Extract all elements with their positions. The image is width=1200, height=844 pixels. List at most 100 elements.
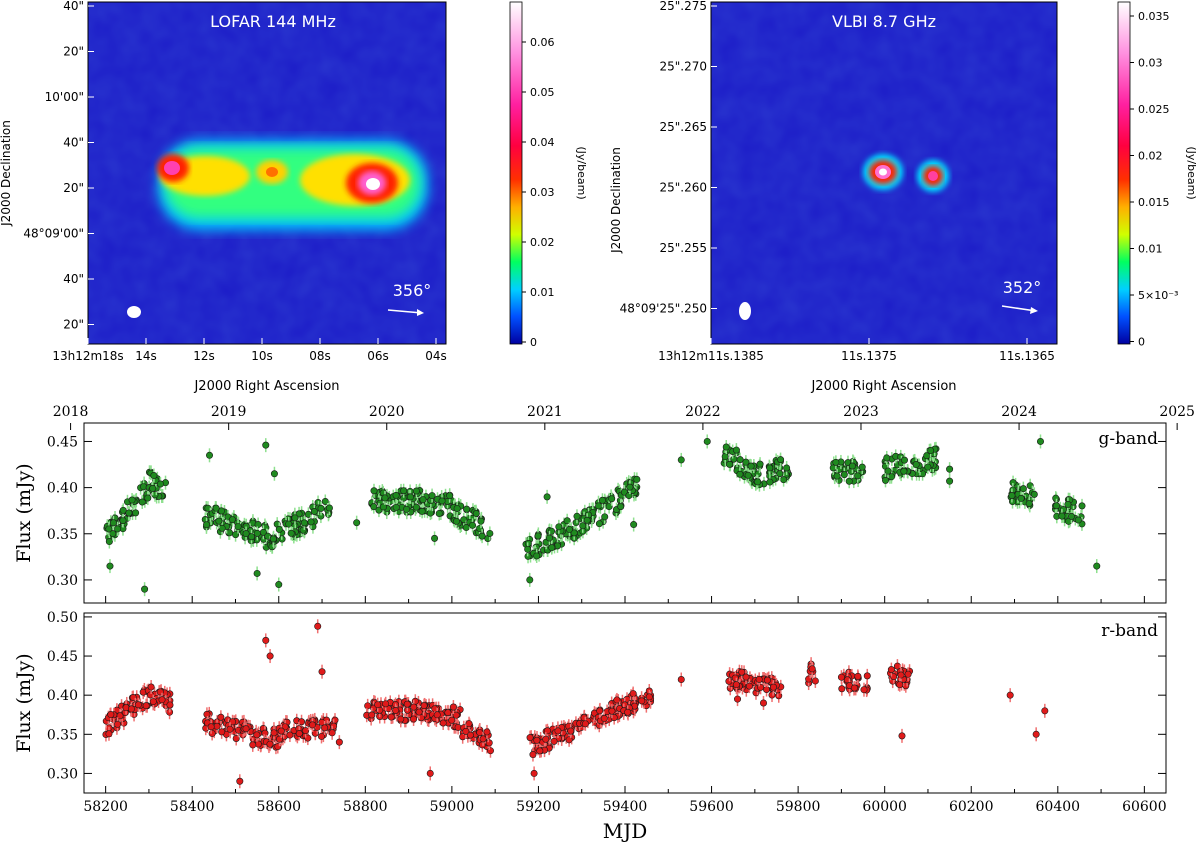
ytick-label: 0.45 bbox=[47, 649, 78, 665]
data-point bbox=[275, 581, 283, 589]
data-point bbox=[542, 735, 550, 743]
data-point bbox=[368, 711, 376, 719]
data-point bbox=[410, 715, 418, 723]
cbar-tick-label: 0 bbox=[530, 336, 537, 349]
data-point bbox=[379, 503, 387, 511]
cbar-tick-label: 0.02 bbox=[530, 236, 555, 249]
xtick-label: 58800 bbox=[343, 799, 388, 815]
data-point bbox=[418, 507, 426, 515]
cbar-tick-label: 0.01 bbox=[530, 286, 555, 299]
lofar-position-angle: 356° bbox=[393, 281, 432, 300]
cbar-tick-label: 0.05 bbox=[530, 86, 555, 99]
data-point bbox=[763, 686, 771, 694]
data-point bbox=[1030, 490, 1038, 498]
data-point bbox=[321, 724, 329, 732]
year-tick-label: 2023 bbox=[843, 404, 879, 420]
data-point bbox=[109, 519, 117, 527]
data-point bbox=[526, 576, 534, 584]
data-point bbox=[113, 525, 121, 533]
data-point bbox=[579, 522, 587, 530]
data-point bbox=[254, 521, 262, 529]
lofar-map-panel: 356° LOFAR 144 MHz 40" 20" 10'00" 40" 20" 48°… bbox=[0, 0, 588, 394]
data-point bbox=[545, 534, 553, 542]
data-point bbox=[533, 552, 541, 560]
vlbi-ylabel: J2000 Declination bbox=[609, 147, 623, 254]
data-point bbox=[253, 529, 261, 537]
data-point bbox=[128, 496, 136, 504]
data-point bbox=[382, 700, 390, 708]
lofar-source-emission bbox=[157, 140, 428, 230]
data-point bbox=[567, 727, 575, 735]
g-band-lightcurve: g-band Flux (mJy) 0.30 0.35 0.40 0.45 bbox=[13, 422, 1167, 604]
data-point bbox=[226, 529, 234, 537]
map-xtick-label: 04s bbox=[425, 349, 447, 363]
map-xtick-label: 13h12m18s bbox=[52, 349, 123, 363]
data-point bbox=[228, 516, 236, 524]
data-point bbox=[370, 487, 378, 495]
data-point bbox=[410, 703, 418, 711]
xtick-label: 58400 bbox=[170, 799, 215, 815]
vlbi-position-angle: 352° bbox=[1003, 278, 1042, 297]
data-point bbox=[415, 708, 423, 716]
data-point bbox=[242, 725, 250, 733]
data-point bbox=[300, 519, 308, 527]
lofar-colorbar-ticks: 0.06 0.05 0.04 0.03 0.02 0.01 0 bbox=[522, 36, 555, 349]
data-point bbox=[1008, 492, 1016, 500]
data-point bbox=[763, 676, 771, 684]
data-point bbox=[208, 729, 216, 737]
data-point bbox=[645, 693, 653, 701]
data-point bbox=[308, 721, 316, 729]
data-point bbox=[860, 686, 868, 694]
data-point bbox=[158, 696, 166, 704]
data-point bbox=[677, 456, 685, 464]
map-xtick-label: 06s bbox=[367, 349, 389, 363]
data-point bbox=[449, 703, 457, 711]
data-point bbox=[226, 725, 234, 733]
data-point bbox=[1053, 502, 1061, 510]
data-point bbox=[141, 585, 149, 593]
data-point bbox=[262, 636, 270, 644]
data-point bbox=[392, 503, 400, 511]
data-point bbox=[896, 681, 904, 689]
data-point bbox=[207, 723, 215, 731]
data-point bbox=[595, 502, 603, 510]
map-ytick-label: 25".270 bbox=[659, 60, 707, 74]
data-point bbox=[253, 569, 261, 577]
data-point bbox=[736, 470, 744, 478]
data-point bbox=[444, 709, 452, 717]
data-point bbox=[166, 701, 174, 709]
data-point bbox=[335, 738, 343, 746]
xtick-label: 60200 bbox=[949, 799, 994, 815]
data-point bbox=[1052, 494, 1060, 502]
data-point bbox=[304, 510, 312, 518]
data-point bbox=[625, 491, 633, 499]
data-point bbox=[353, 519, 361, 527]
data-point bbox=[249, 741, 257, 749]
lofar-y-axis: 40" 20" 10'00" 40" 20" 48°09'00" 40" 20" bbox=[23, 0, 94, 332]
g-band-points bbox=[103, 434, 1101, 597]
data-point bbox=[583, 516, 591, 524]
data-point bbox=[127, 705, 135, 713]
data-point bbox=[777, 456, 785, 464]
lofar-xlabel: J2000 Right Ascension bbox=[193, 379, 339, 394]
data-point bbox=[904, 670, 912, 678]
data-point bbox=[638, 697, 646, 705]
ytick-label: 0.35 bbox=[47, 727, 78, 743]
data-point bbox=[563, 517, 571, 525]
cbar-tick-label: 0.02 bbox=[1138, 150, 1163, 163]
data-point bbox=[608, 495, 616, 503]
data-point bbox=[478, 532, 486, 540]
data-point bbox=[783, 464, 791, 472]
data-point bbox=[1041, 707, 1049, 715]
data-point bbox=[927, 447, 935, 455]
data-point bbox=[888, 473, 896, 481]
data-point bbox=[1017, 494, 1025, 502]
data-point bbox=[536, 747, 544, 755]
data-point bbox=[897, 671, 905, 679]
g-band-axes: 0.30 0.35 0.40 0.45 bbox=[47, 434, 1166, 603]
data-point bbox=[548, 544, 556, 552]
data-point bbox=[213, 722, 221, 730]
data-point bbox=[483, 728, 491, 736]
map-ytick-label: 40" bbox=[63, 272, 84, 286]
cbar-tick-label: 0.03 bbox=[1138, 57, 1163, 70]
